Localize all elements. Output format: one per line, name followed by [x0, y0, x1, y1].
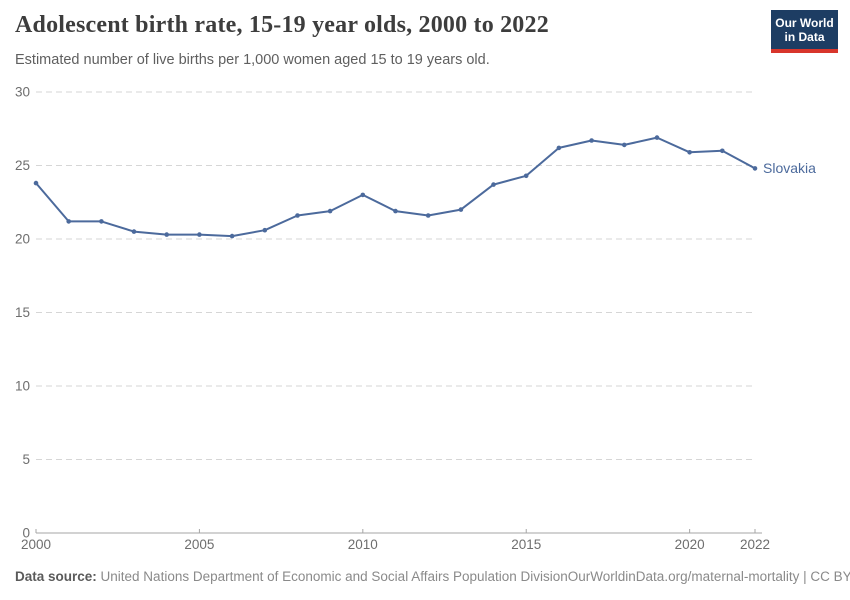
x-tick-label: 2000: [21, 537, 51, 552]
chart-footer: Data source: United Nations Department o…: [15, 569, 850, 584]
y-tick-label: 10: [15, 379, 30, 394]
x-tick-label: 2005: [184, 537, 214, 552]
x-tick-label: 2015: [511, 537, 541, 552]
chart-title: Adolescent birth rate, 15-19 year olds, …: [15, 12, 549, 38]
data-point[interactable]: [720, 148, 725, 154]
data-point[interactable]: [229, 233, 235, 239]
y-tick-label: 5: [22, 452, 30, 467]
entity-label[interactable]: Slovakia: [763, 160, 816, 176]
data-point[interactable]: [491, 182, 496, 187]
owid-link[interactable]: OurWorldinData.org/maternal-mortality | …: [567, 569, 850, 584]
owid-logo[interactable]: Our World in Data: [771, 10, 838, 53]
y-tick-label: 20: [15, 232, 30, 247]
y-tick-label: 0: [22, 526, 30, 541]
chart-subtitle: Estimated number of live births per 1,00…: [15, 52, 490, 68]
data-point[interactable]: [99, 219, 104, 224]
data-point[interactable]: [523, 173, 529, 179]
data-source-text: United Nations Department of Economic an…: [96, 569, 568, 584]
data-point[interactable]: [654, 135, 660, 140]
y-tick-label: 25: [15, 158, 30, 173]
data-point[interactable]: [66, 219, 71, 224]
data-point[interactable]: [589, 138, 594, 143]
data-point[interactable]: [131, 229, 137, 234]
data-point[interactable]: [164, 232, 169, 237]
data-point[interactable]: [752, 166, 758, 171]
data-point[interactable]: [262, 227, 268, 233]
data-point[interactable]: [556, 145, 562, 151]
data-point[interactable]: [393, 208, 398, 214]
data-point[interactable]: [687, 150, 692, 155]
data-point[interactable]: [33, 180, 39, 186]
x-tick-label: 2010: [348, 537, 378, 552]
data-source-label: Data source:: [15, 569, 97, 584]
data-point[interactable]: [360, 192, 366, 198]
data-point[interactable]: [295, 213, 300, 218]
data-point[interactable]: [458, 207, 464, 212]
owid-logo-line2: in Data: [784, 30, 825, 44]
series-line[interactable]: [35, 136, 756, 238]
data-source: Data source: United Nations Department o…: [15, 569, 568, 584]
x-tick-label: 2020: [675, 537, 705, 552]
y-tick-label: 30: [15, 85, 30, 100]
data-point[interactable]: [425, 213, 431, 218]
x-tick-label: 2022: [740, 537, 770, 552]
owid-logo-line1: Our World: [775, 16, 834, 30]
data-point[interactable]: [197, 232, 202, 237]
data-point[interactable]: [327, 208, 333, 214]
data-point[interactable]: [622, 142, 627, 148]
y-tick-label: 15: [15, 305, 30, 320]
